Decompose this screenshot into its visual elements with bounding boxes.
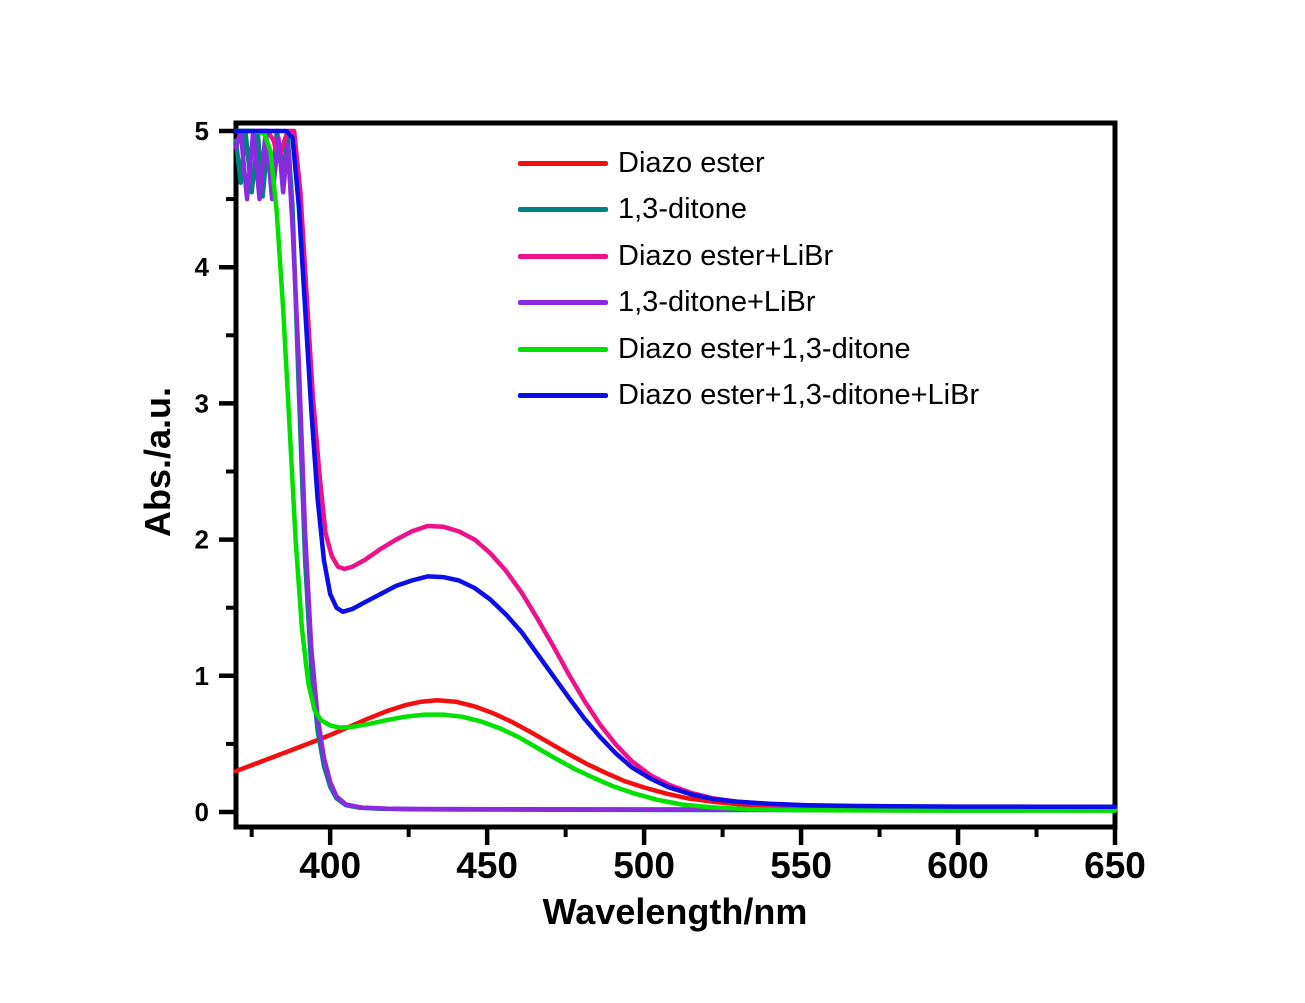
x-tick-label: 600 [927, 845, 989, 886]
legend-label: Diazo ester+1,3-ditone [618, 332, 911, 365]
legend-item: Diazo ester+1,3-ditone+LiBr [518, 373, 979, 420]
y-tick-label: 0 [195, 797, 209, 827]
y-tick-label: 4 [195, 252, 210, 282]
series-curve-diazo-ester-1-3-ditone [233, 128, 1118, 813]
x-tick-label: 550 [770, 845, 832, 886]
y-tick-label: 3 [195, 388, 209, 418]
legend-line-swatch-diazo-ester-libr [518, 253, 608, 259]
y-tick-label: 5 [195, 116, 209, 146]
series-curve-diazo-ester-1-3-ditone-libr [233, 128, 1118, 810]
legend-item: Diazo ester+1,3-ditone [518, 326, 979, 373]
legend-label: Diazo ester+1,3-ditone+LiBr [618, 379, 980, 412]
x-tick-label: 450 [456, 845, 518, 886]
legend-item: Diazo ester [518, 140, 979, 187]
x-tick-label: 400 [299, 845, 361, 886]
x-tick-label: 650 [1084, 845, 1146, 886]
y-tick-label: 1 [195, 661, 209, 691]
legend-label: Diazo ester [618, 146, 765, 179]
plot-frame [233, 120, 1118, 830]
curves-layer [233, 128, 1118, 813]
legend-item: Diazo ester+LiBr [518, 233, 979, 280]
legend-line-swatch-1-3-ditone-libr [518, 300, 608, 306]
legend-line-swatch-1-3-ditone [518, 207, 608, 213]
legend-item: 1,3-ditone [518, 187, 979, 234]
legend: Diazo ester 1,3-ditone Diazo ester+LiBr … [518, 140, 979, 419]
legend-label: 1,3-ditone+LiBr [618, 286, 816, 319]
series-curve-1-3-ditone-libr [233, 128, 1118, 812]
x-axis-title: Wavelength/nm [543, 891, 808, 932]
legend-line-swatch-diazo-ester-1-3-ditone [518, 346, 608, 352]
legend-item: 1,3-ditone+LiBr [518, 280, 979, 327]
legend-line-swatch-diazo-ester-1-3-ditone-libr [518, 393, 608, 399]
legend-label: 1,3-ditone [618, 193, 747, 226]
series-curve-diazo-ester [233, 698, 1118, 812]
y-tick-label: 2 [195, 525, 209, 555]
legend-label: Diazo ester+LiBr [618, 239, 834, 272]
axes-layer: 400 450 500 550 600 650 0 1 2 3 4 5 [195, 116, 1146, 886]
x-tick-label: 500 [613, 845, 675, 886]
legend-line-swatch-diazo-ester [518, 160, 608, 166]
y-axis-title: Abs./a.u. [137, 387, 178, 537]
